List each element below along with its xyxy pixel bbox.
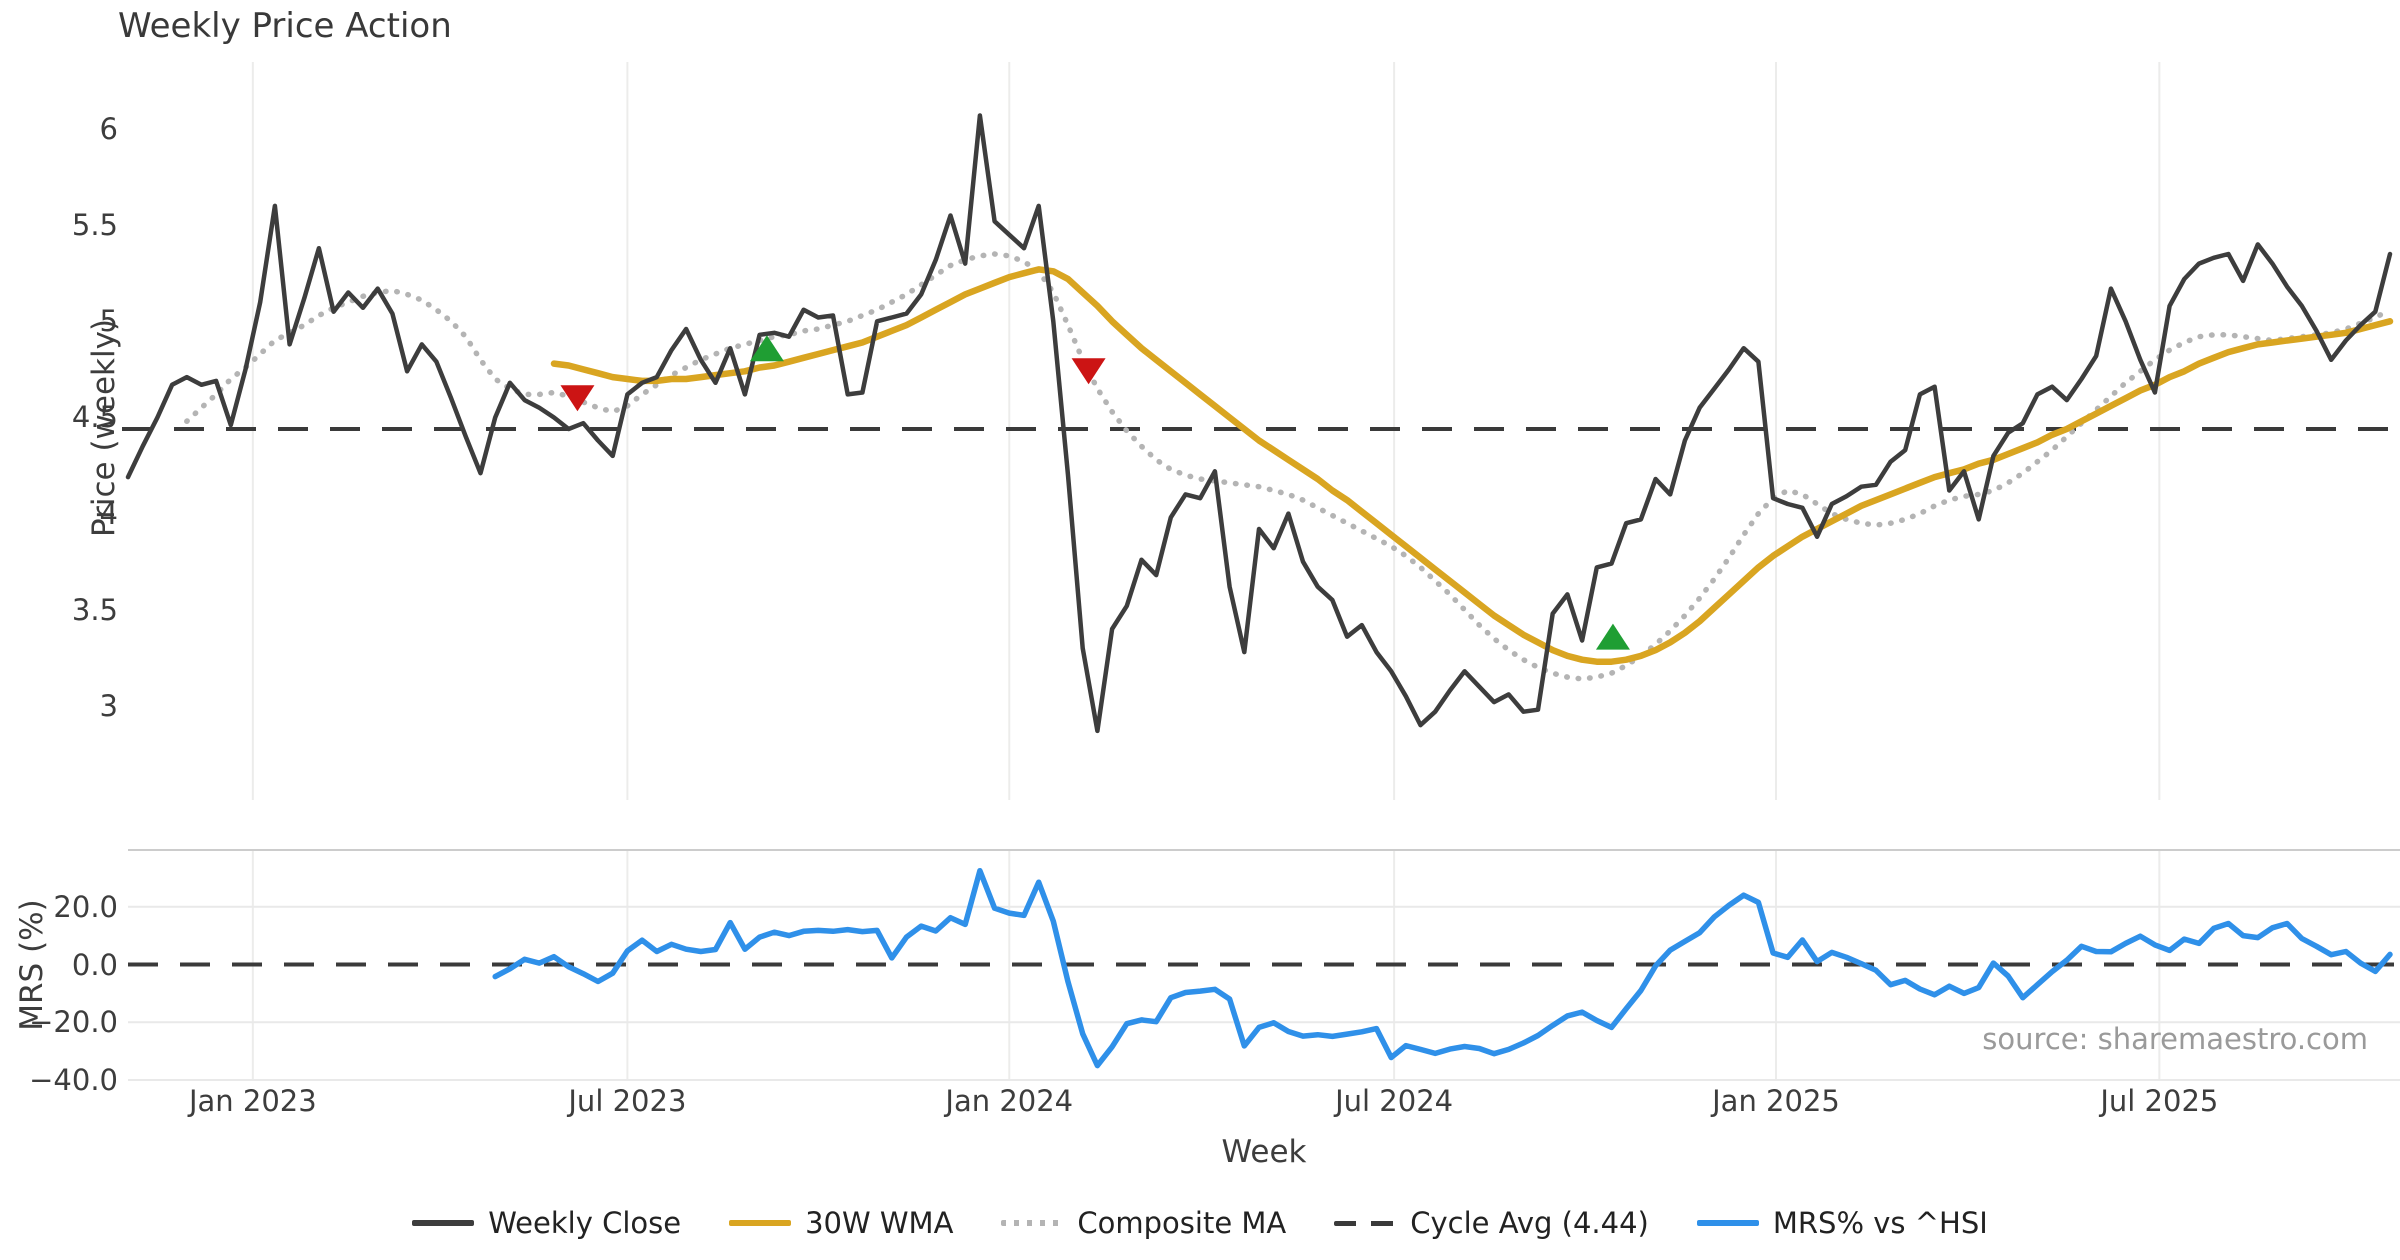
price-tick-label: 6 [99,112,118,146]
legend-item: Cycle Avg (4.44) [1334,1206,1649,1240]
price-tick-label: 5 [99,304,118,339]
price-tick-label: 3.5 [71,592,118,627]
price-tick-label: 5.5 [71,208,118,243]
mrs-tick-label: 0.0 [71,947,118,982]
price-axis-label: Price (weekly) [86,318,122,538]
legend-item: MRS% vs ^HSI [1696,1206,1988,1240]
x-tick-label: Jul 2024 [1335,1084,1454,1118]
legend: Weekly Close 30W WMA Composite MA Cycle Avg… [0,1206,2400,1240]
sell-signal-marker [560,385,595,412]
buy-signal-marker [749,335,784,362]
mrs-tick-label: −40.0 [29,1063,118,1097]
chart-title: Weekly Price Action [118,6,452,46]
sell-signal-marker [1071,358,1106,385]
legend-swatch-weekly-close [412,1220,475,1226]
weekly-close-line [125,113,2393,734]
legend-swatch-30w-wma [729,1220,792,1226]
x-tick-label: Jul 2023 [568,1084,687,1118]
legend-label: Cycle Avg (4.44) [1410,1206,1649,1240]
legend-swatch-mrs-vs-hsi [1696,1220,1759,1226]
source-watermark: source: sharemaestro.com [1982,1022,2368,1056]
legend-label: 30W WMA [805,1206,954,1240]
x-tick-label: Jan 2025 [1712,1084,1840,1118]
legend-item: Composite MA [1001,1206,1286,1240]
wma-30w-line [550,266,2394,665]
legend-label: Weekly Close [488,1206,682,1240]
price-tick-label: 4.5 [71,400,118,435]
x-tick-label: Jul 2025 [2100,1084,2219,1118]
x-tick-label: Jan 2024 [945,1084,1074,1118]
buy-signal-marker [1595,623,1630,650]
mrs-axis-label: MRS (%) [14,899,50,1031]
mrs-line [492,867,2393,1069]
x-axis-label: Week [1221,1134,1307,1170]
legend-label: Composite MA [1077,1206,1287,1240]
legend-swatch-composite-ma [1001,1220,1064,1226]
composite-ma-line [184,251,2393,682]
legend-label: MRS% vs ^HSI [1772,1206,1988,1240]
mrs-tick-label: 20.0 [53,889,118,924]
price-tick-label: 3 [99,688,118,723]
price-tick-label: 4 [99,496,118,531]
x-tick-label: Jan 2023 [188,1084,317,1118]
mrs-tick-label: −20.0 [29,1005,118,1040]
legend-item: 30W WMA [729,1206,953,1240]
legend-item: Weekly Close [412,1206,681,1240]
legend-swatch-cycle-avg-4-44- [1334,1220,1397,1226]
